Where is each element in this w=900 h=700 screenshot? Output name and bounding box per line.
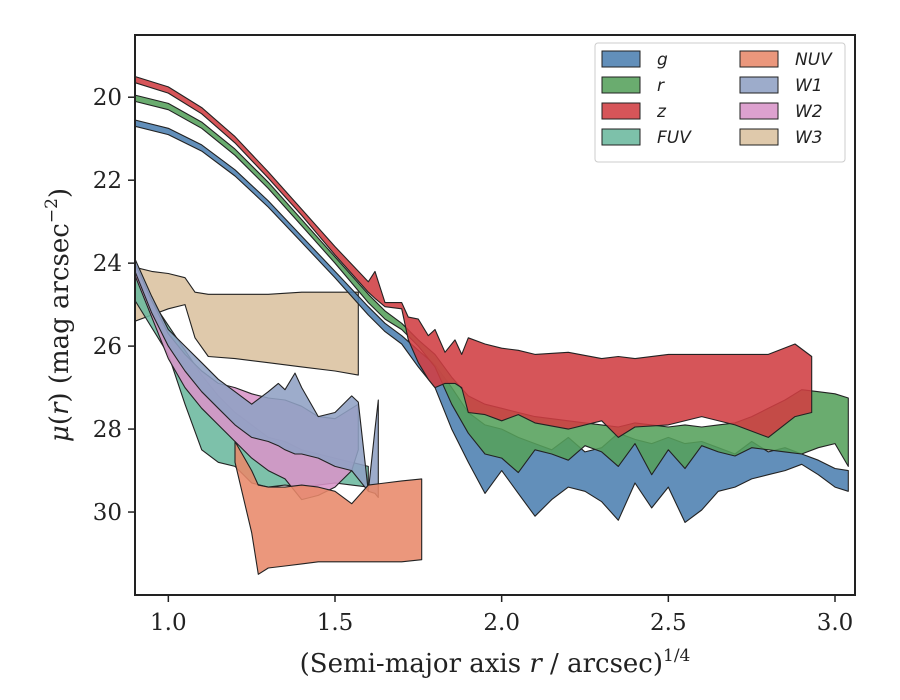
legend-swatch-r bbox=[601, 76, 641, 94]
y-axis-ticks: 20 22 24 26 28 30 bbox=[93, 85, 135, 526]
legend-swatch-w1 bbox=[739, 76, 779, 94]
legend-swatch-nuv bbox=[739, 50, 779, 68]
legend-label-g: g bbox=[657, 50, 668, 70]
legend-swatch-z bbox=[601, 102, 641, 120]
legend-swatch-w3 bbox=[739, 128, 779, 146]
x-axis-ticks: 1.0 1.5 2.0 2.5 3.0 bbox=[150, 595, 853, 636]
x-tick-label: 3.0 bbox=[817, 610, 854, 636]
legend-label-fuv: FUV bbox=[657, 128, 692, 148]
y-tick-label: 30 bbox=[93, 500, 122, 526]
legend-label-r: r bbox=[657, 76, 665, 96]
legend-swatch-fuv bbox=[601, 128, 641, 146]
legend: grz FUV NUV W1 W2 W3 bbox=[594, 42, 846, 163]
y-tick-label: 26 bbox=[93, 334, 122, 360]
legend-box bbox=[594, 42, 846, 163]
x-tick-label: 2.0 bbox=[483, 610, 520, 636]
y-tick-label: 22 bbox=[93, 168, 122, 194]
x-tick-label: 1.5 bbox=[317, 610, 354, 636]
x-tick-label: 1.0 bbox=[150, 610, 187, 636]
legend-label-w1: W1 bbox=[795, 76, 823, 96]
series-area-z bbox=[134, 75, 813, 438]
y-tick-label: 28 bbox=[93, 417, 122, 443]
plot-frame bbox=[134, 34, 856, 596]
legend-label-z: z bbox=[656, 102, 667, 122]
x-tick-label: 2.5 bbox=[650, 610, 687, 636]
y-tick-label: 24 bbox=[93, 251, 122, 277]
y-axis-label: μ(r) (mag arcsec−2) bbox=[42, 188, 75, 442]
legend-label-w2: W2 bbox=[795, 102, 823, 122]
legend-swatch-w2 bbox=[739, 102, 779, 120]
series-areas bbox=[134, 75, 849, 575]
legend-label-nuv: NUV bbox=[795, 50, 833, 70]
legend-label-w3: W3 bbox=[795, 128, 823, 148]
series-area-nuv bbox=[234, 440, 423, 575]
y-tick-label: 20 bbox=[93, 85, 122, 111]
series-area-w3 bbox=[134, 266, 359, 376]
x-axis-label: (Semi-major axis r / arcsec)1/4 bbox=[300, 646, 691, 679]
legend-swatch-g bbox=[601, 50, 641, 68]
